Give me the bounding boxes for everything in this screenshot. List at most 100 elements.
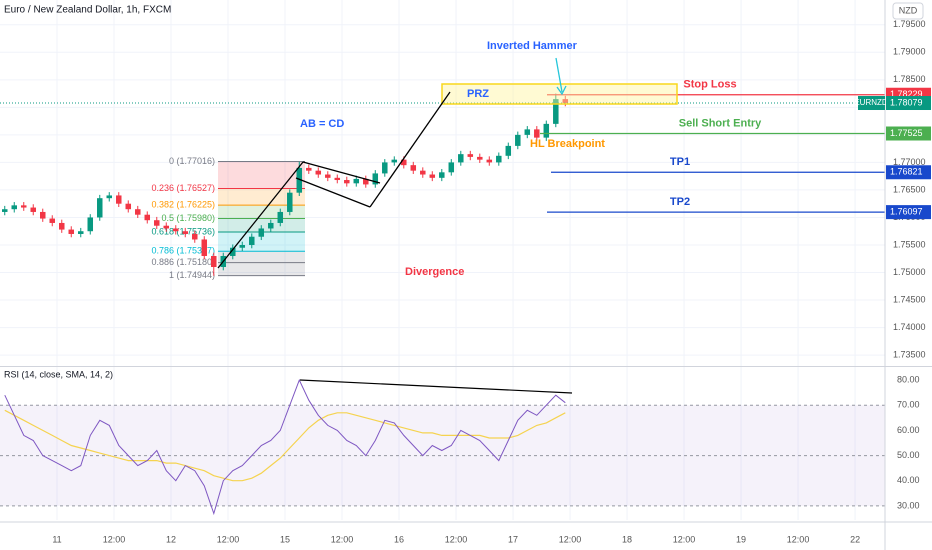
currency: NZD	[899, 5, 918, 15]
candle-body	[334, 177, 341, 181]
candle-body	[401, 159, 407, 166]
candle-body	[87, 217, 94, 232]
level-name: TP2	[670, 196, 690, 208]
candle-body	[49, 218, 56, 223]
candle-body	[182, 231, 189, 234]
candle-body	[382, 162, 388, 174]
level-axis-label: 1.77525	[890, 128, 923, 138]
candle-body	[429, 174, 436, 178]
candle-body	[173, 228, 179, 232]
candle-body	[448, 162, 455, 173]
candle-body	[40, 211, 46, 219]
x-tick-label: 17	[508, 534, 518, 544]
candle-body	[372, 173, 379, 185]
rsi-tick-label: 30.00	[897, 500, 920, 510]
annotation: Divergence	[405, 266, 464, 278]
candle-body	[97, 198, 103, 218]
candle-body	[201, 239, 208, 256]
x-tick-label: 12:00	[331, 534, 354, 544]
candle-body	[515, 134, 521, 146]
x-tick-label: 12:00	[559, 534, 582, 544]
fib-label: 0.886 (1.75180)	[151, 257, 215, 267]
rsi-tick-label: 40.00	[897, 475, 920, 485]
candle-body	[163, 225, 170, 229]
candle-body	[391, 159, 398, 163]
candle-body	[439, 172, 445, 178]
candle-body	[315, 170, 322, 175]
candle-body	[2, 209, 8, 212]
candle-body	[277, 211, 284, 223]
rsi-ma-line	[4, 409, 566, 482]
y-tick-label: 1.76500	[893, 184, 926, 194]
rsi-tick-label: 60.00	[897, 425, 920, 435]
fib-zone	[218, 251, 305, 263]
candle-body	[325, 174, 331, 178]
candle-body	[135, 209, 141, 215]
candle-body	[420, 170, 426, 175]
candle-body	[353, 178, 360, 184]
candle-body	[59, 222, 65, 230]
level-axis-box	[886, 205, 931, 220]
x-tick-label: 22	[850, 534, 860, 544]
y-tick-label: 1.78500	[893, 74, 926, 84]
candle-body	[534, 129, 540, 138]
annotation: Inverted Hammer	[487, 40, 578, 52]
ab-leg	[217, 161, 304, 269]
fib-label: 0 (1.77016)	[169, 156, 215, 166]
fib-label: 0.5 (1.75980)	[161, 213, 215, 223]
fib-label: 1 (1.74944)	[169, 270, 215, 280]
x-tick-label: 16	[394, 534, 404, 544]
fib-label: 0.382 (1.76225)	[151, 199, 215, 209]
candle-body	[78, 231, 84, 234]
level-axis-label: 1.76097	[890, 206, 923, 216]
y-tick-label: 1.73500	[893, 349, 926, 359]
cd-leg	[369, 91, 451, 208]
chart-title: Euro / New Zealand Dollar, 1h, FXCM	[4, 5, 171, 16]
hammer-arrow	[555, 57, 563, 93]
y-tick-label: 1.74000	[893, 322, 926, 332]
candle-body	[524, 129, 531, 135]
candle-body	[268, 222, 274, 229]
rsi-title: RSI (14, close, SMA, 14, 2)	[4, 369, 113, 379]
x-tick-label: 18	[622, 534, 632, 544]
candle-body	[258, 228, 265, 237]
candle-body	[21, 205, 27, 208]
rsi-tick-label: 70.00	[897, 400, 920, 410]
level-axis-label: 1.78229	[890, 89, 923, 99]
candle-body	[458, 154, 464, 163]
current-axis-box	[886, 96, 931, 111]
candle-body	[30, 207, 37, 212]
y-tick-label: 1.77000	[893, 157, 926, 167]
candle-body	[144, 214, 151, 221]
level-axis-box	[886, 165, 931, 180]
candle-body	[116, 195, 122, 204]
candle-body	[192, 233, 198, 240]
x-tick-label: 12:00	[445, 534, 468, 544]
rsi-divergence	[299, 379, 573, 394]
candle-body	[211, 255, 217, 268]
candle-body	[230, 247, 236, 256]
fib-label: 0.236 (1.76527)	[151, 183, 215, 193]
annotation: PRZ	[467, 88, 489, 100]
candle-body	[543, 123, 550, 138]
level-axis-box	[886, 126, 931, 141]
rsi-tick-label: 80.00	[897, 374, 920, 384]
y-tick-label: 1.79500	[893, 19, 926, 29]
level-axis-label: 1.76821	[890, 167, 923, 177]
candle-body	[154, 220, 160, 226]
y-tick-label: 1.79000	[893, 47, 926, 57]
y-tick-label: 1.75000	[893, 267, 926, 277]
candle-body	[562, 99, 569, 103]
candle-body	[553, 99, 559, 124]
candle-body	[486, 159, 493, 163]
x-tick-label: 12:00	[673, 534, 696, 544]
prz-box	[441, 83, 678, 105]
fib-zone	[218, 161, 305, 189]
fib-zone	[218, 262, 305, 276]
drawings: Inverted Hammer PRZ AB = CD HL Breakpoin…	[217, 40, 678, 394]
candle-body	[410, 165, 417, 171]
level-name: Sell Short Entry	[679, 117, 762, 129]
